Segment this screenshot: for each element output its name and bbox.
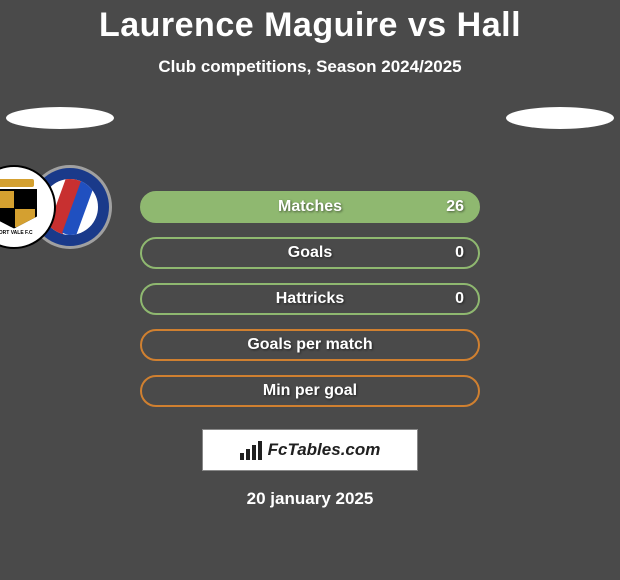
stat-label: Hattricks [276,290,344,308]
stat-label: Goals per match [247,336,372,354]
stat-bars: Matches 26 Goals 0 Hattricks 0 Goals per… [140,191,480,407]
player-marker-right [506,107,614,129]
stat-bar-goals-per-match: Goals per match [140,329,480,361]
brand-text: FcTables.com [268,440,381,460]
stat-label: Min per goal [263,382,357,400]
stat-value: 0 [455,244,464,262]
portvale-shield-icon [0,189,37,229]
brand-attribution: FcTables.com [202,429,418,471]
stat-label: Goals [288,244,332,262]
portvale-label: PORT VALE F.C [0,230,33,236]
player-marker-left [6,107,114,129]
stat-bar-min-per-goal: Min per goal [140,375,480,407]
stat-value: 26 [446,198,464,216]
brand-bars-icon [240,441,262,460]
stat-bar-matches: Matches 26 [140,191,480,223]
stat-label: Matches [278,198,342,216]
portvale-top-icon [0,179,34,187]
comparison-title: Laurence Maguire vs Hall [0,0,620,45]
comparison-content: PORT VALE F.C Matches 26 Goals 0 Hattric… [0,107,620,509]
snapshot-date: 20 january 2025 [0,489,620,509]
stat-bar-goals: Goals 0 [140,237,480,269]
stat-bar-hattricks: Hattricks 0 [140,283,480,315]
comparison-subtitle: Club competitions, Season 2024/2025 [0,57,620,77]
stat-value: 0 [455,290,464,308]
